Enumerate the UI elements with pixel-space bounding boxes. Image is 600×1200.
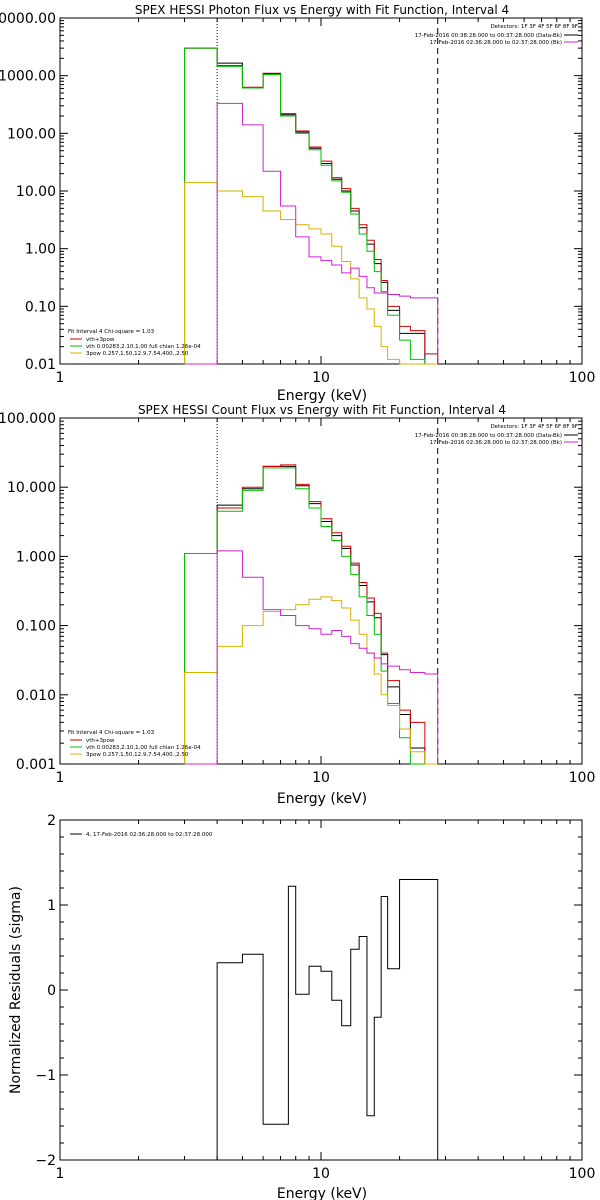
count-y-tick-label: 1.000 — [16, 549, 56, 565]
photon-x-axis-label: Energy (keV) — [277, 388, 367, 404]
photon-x-tick-label: 100 — [569, 370, 596, 386]
count-y-tick-label: 0.100 — [16, 619, 56, 635]
photon-legend-bk-text: 17-Feb-2016 02:36:28.000 to 02:37:28.000… — [430, 40, 562, 46]
residuals-y-tick-label: 1 — [47, 898, 56, 914]
count-legend-vth3pow-text: vth+3pow — [86, 738, 115, 744]
count-y-tick-label: 10.000 — [7, 480, 56, 496]
photon-x-tick-label: 1 — [56, 370, 65, 386]
photon-y-tick-label: 100.00 — [7, 126, 56, 142]
photon-y-tick-label: 0.10 — [25, 299, 56, 315]
count-y-tick-label: 100.000 — [0, 411, 56, 427]
count-x-axis-label: Energy (keV) — [277, 791, 367, 807]
count-series-3pow — [184, 596, 438, 765]
residuals-x-tick-label: 100 — [569, 1166, 596, 1182]
residuals-y-tick-label: −1 — [35, 1068, 56, 1084]
photon-series-vth — [184, 47, 438, 365]
count-fit-header: Fit Interval 4 Chi-square = 1.03 — [68, 730, 155, 736]
photon-series-3pow — [184, 182, 438, 365]
count-legend-vth-text: vth 0.00283,2.10,1.00 full chian 1.26e-0… — [86, 745, 201, 751]
count-series-bk — [184, 550, 439, 765]
count-legend-data-bk-text: 17-Feb-2016 00:38:28.000 to 00:37:28.000… — [415, 433, 562, 439]
count-flux-panel: SPEX HESSI Count Flux vs Energy with Fit… — [0, 403, 595, 807]
photon-legend-vth-text: vth 0.00283,2.10,1.00 full chian 1.26e-0… — [86, 344, 201, 350]
photon-y-tick-label: 1000.00 — [0, 69, 56, 85]
count-series-group — [184, 464, 439, 765]
residuals-legend: 4, 17-Feb-2016 02:36:28.000 to 02:37:28.… — [70, 832, 213, 838]
residuals-x-axis: 1 10 100 — [56, 820, 596, 1182]
count-plot-frame — [59, 417, 583, 765]
photon-fit-range-markers — [216, 18, 439, 364]
photon-y-tick-label: 1.00 — [25, 242, 56, 258]
residuals-y-tick-label: 2 — [47, 813, 56, 829]
photon-series-group — [184, 47, 439, 365]
residuals-panel: 210−1−2 1 10 100 Normalized Residuals (sig… — [8, 813, 595, 1200]
count-y-tick-label: 0.010 — [16, 688, 56, 704]
photon-top-legend: Detectors: 1F 3F 4F 5F 6F 8F 9F 17-Feb-2… — [415, 24, 578, 46]
photon-y-axis: 10000.00 1000.00 100.00 10.00 1.00 0.10 0.01 — [0, 11, 582, 373]
count-detectors-label: Detectors: 1F 3F 4F 5F 6F 8F 9F — [490, 424, 578, 430]
count-y-axis: 100.000 10.000 1.000 0.100 0.010 0.001 — [0, 411, 582, 773]
count-panel-title: SPEX HESSI Count Flux vs Energy with Fit… — [138, 403, 506, 417]
residuals-y-axis-label: Normalized Residuals (sigma) — [8, 886, 24, 1094]
residuals-x-axis-label: Energy (keV) — [277, 1186, 367, 1200]
count-legend-3pow-text: 3pow 0.257,1.50,12.9,7.54,400.,2.50 — [86, 752, 189, 758]
photon-legend-3pow-text: 3pow 0.257,1.50,12.9,7.54,400.,2.50 — [86, 351, 189, 357]
photon-flux-panel: SPEX HESSI Photon Flux vs Energy with Fi… — [0, 3, 595, 404]
residuals-x-tick-label: 1 — [56, 1166, 65, 1182]
photon-plot-frame — [59, 17, 583, 365]
count-fit-range-markers — [216, 418, 439, 764]
residuals-y-tick-label: 0 — [47, 983, 56, 999]
residuals-y-axis: 2 1 0 −1 −2 — [35, 813, 582, 1169]
count-x-tick-label: 100 — [569, 770, 596, 786]
photon-detectors-label: Detectors: 1F 3F 4F 5F 6F 8F 9F — [490, 24, 578, 30]
count-x-tick-label: 10 — [312, 770, 330, 786]
photon-fit-header: Fit Interval 4 Chi-square = 1.03 — [68, 329, 155, 335]
photon-panel-title: SPEX HESSI Photon Flux vs Energy with Fi… — [135, 3, 509, 17]
photon-legend-data-bk-text: 17-Feb-2016 00:38:28.000 to 00:37:28.000… — [415, 33, 562, 39]
residuals-series-group — [216, 879, 439, 1160]
residuals-series-residuals — [216, 879, 439, 1160]
count-top-legend: Detectors: 1F 3F 4F 5F 6F 8F 9F 17-Feb-2… — [415, 424, 578, 446]
photon-y-tick-label: 10.00 — [16, 184, 56, 200]
count-x-tick-label: 1 — [56, 770, 65, 786]
count-legend-bk-text: 17-Feb-2016 02:36:28.000 to 02:37:28.000… — [430, 440, 562, 446]
residuals-plot-frame — [59, 819, 583, 1161]
count-bottom-legend: Fit Interval 4 Chi-square = 1.03 vth+3po… — [68, 730, 201, 758]
residuals-y-tick-label: −2 — [35, 1153, 56, 1169]
count-y-tick-label: 0.001 — [16, 757, 56, 773]
count-x-axis: 1 10 100 — [56, 418, 596, 786]
photon-bottom-legend: Fit Interval 4 Chi-square = 1.03 vth+3po… — [68, 329, 201, 357]
photon-legend-vth3pow-text: vth+3pow — [86, 337, 115, 343]
photon-x-axis: 1 10 100 — [56, 18, 596, 386]
photon-series-bk — [184, 102, 439, 365]
photon-x-tick-label: 10 — [312, 370, 330, 386]
residuals-legend-text: 4, 17-Feb-2016 02:36:28.000 to 02:37:28.… — [86, 832, 213, 838]
photon-y-tick-label: 10000.00 — [0, 11, 56, 27]
residuals-x-tick-label: 10 — [312, 1166, 330, 1182]
photon-y-tick-label: 0.01 — [25, 357, 56, 373]
